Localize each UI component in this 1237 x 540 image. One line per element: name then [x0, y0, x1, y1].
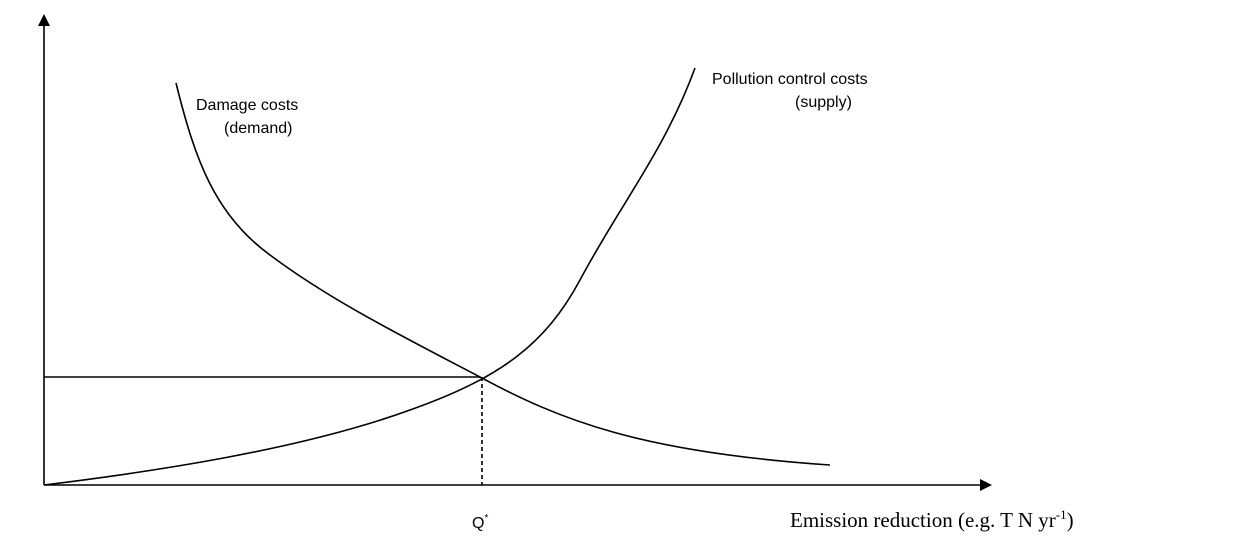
q-star-label: Q* — [472, 513, 488, 532]
supply-curve — [43, 67, 696, 486]
x-axis-title-main: Emission reduction (e.g. T N yr — [790, 508, 1056, 532]
demand-curve — [175, 82, 831, 466]
x-axis-title-sup: -1 — [1056, 507, 1067, 522]
x-axis-title: Emission reduction (e.g. T N yr-1) — [790, 507, 1074, 532]
q-sup: * — [484, 513, 488, 524]
supply-label: Pollution control costs — [712, 71, 868, 88]
demand-label: (demand) — [224, 120, 292, 137]
supply-label: (supply) — [795, 94, 852, 111]
x-axis-title-tail: ) — [1067, 508, 1074, 532]
demand-label: Damage costs — [196, 97, 298, 114]
q-label: Q — [472, 515, 484, 532]
